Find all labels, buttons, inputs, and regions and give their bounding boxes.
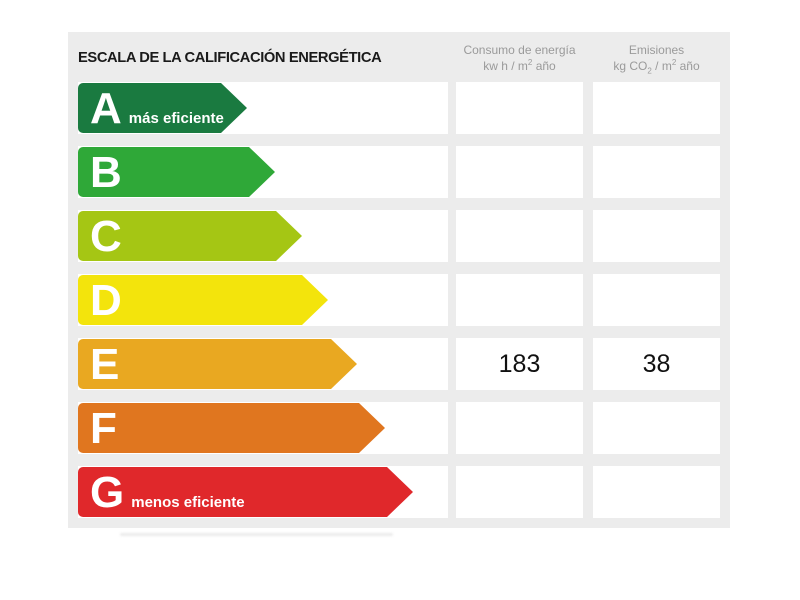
rating-row-d: D — [78, 274, 720, 326]
consumo-value: 183 — [498, 349, 541, 378]
rating-bar-d: D — [78, 275, 328, 325]
emisiones-cell-g — [593, 466, 720, 518]
rating-bar-g: G menos eficiente — [78, 467, 413, 517]
panel-shadow-artifact — [120, 533, 393, 536]
title-area: ESCALA DE LA CALIFICACIÓN ENERGÉTICA — [78, 49, 448, 66]
rating-bar-area: F — [78, 402, 448, 454]
panel-title: ESCALA DE LA CALIFICACIÓN ENERGÉTICA — [78, 48, 382, 66]
emisiones-cell-d — [593, 274, 720, 326]
consumo-header-unit: kw h / m2 año — [483, 58, 556, 74]
consumo-header-name: Consumo de energía — [463, 42, 576, 57]
rating-row-f: F — [78, 402, 720, 454]
rating-letter: G — [90, 468, 125, 517]
rating-row-g: G menos eficiente — [78, 466, 720, 518]
rating-letter: B — [90, 148, 122, 197]
rating-bar-c: C — [78, 211, 302, 261]
emisiones-header-unit: kg CO2 / m2 año — [613, 58, 700, 76]
rating-bar-area: G menos eficiente — [78, 466, 448, 518]
rating-row-e: E 183 38 — [78, 338, 720, 390]
rating-bar-area: A más eficiente — [78, 82, 448, 134]
consumo-cell-e: 183 — [456, 338, 583, 390]
emisiones-value: 38 — [642, 349, 671, 378]
rating-letter: A — [90, 84, 122, 133]
rating-letter: C — [90, 212, 122, 261]
rating-letter: F — [90, 404, 117, 453]
rating-row-c: C — [78, 210, 720, 262]
rating-letter: D — [90, 276, 122, 325]
rating-bar-area: E — [78, 338, 448, 390]
consumo-cell-b — [456, 146, 583, 198]
consumo-cell-f — [456, 402, 583, 454]
consumo-cell-d — [456, 274, 583, 326]
panel-header: ESCALA DE LA CALIFICACIÓN ENERGÉTICA Con… — [78, 32, 720, 82]
column-header-consumo: Consumo de energía kw h / m2 año — [456, 40, 583, 74]
rating-row-a: A más eficiente — [78, 82, 720, 134]
rating-row-b: B — [78, 146, 720, 198]
emisiones-cell-e: 38 — [593, 338, 720, 390]
rating-letter: E — [90, 340, 120, 389]
rating-bar-area: C — [78, 210, 448, 262]
rating-bar-a: A más eficiente — [78, 83, 247, 133]
emisiones-cell-f — [593, 402, 720, 454]
rating-bar-f: F — [78, 403, 385, 453]
consumo-cell-c — [456, 210, 583, 262]
consumo-cell-g — [456, 466, 583, 518]
rating-bar-label: menos eficiente — [131, 494, 245, 511]
rating-bar-label: más eficiente — [128, 110, 224, 127]
rating-bar-area: D — [78, 274, 448, 326]
consumo-cell-a — [456, 82, 583, 134]
rating-bar-area: B — [78, 146, 448, 198]
energy-rating-panel: ESCALA DE LA CALIFICACIÓN ENERGÉTICA Con… — [68, 32, 730, 528]
rating-bar-e: E — [78, 339, 357, 389]
column-header-emisiones: Emisiones kg CO2 / m2 año — [593, 40, 720, 76]
emisiones-cell-b — [593, 146, 720, 198]
emisiones-cell-c — [593, 210, 720, 262]
emisiones-header-name: Emisiones — [628, 42, 685, 57]
emisiones-cell-a — [593, 82, 720, 134]
rating-bar-b: B — [78, 147, 275, 197]
